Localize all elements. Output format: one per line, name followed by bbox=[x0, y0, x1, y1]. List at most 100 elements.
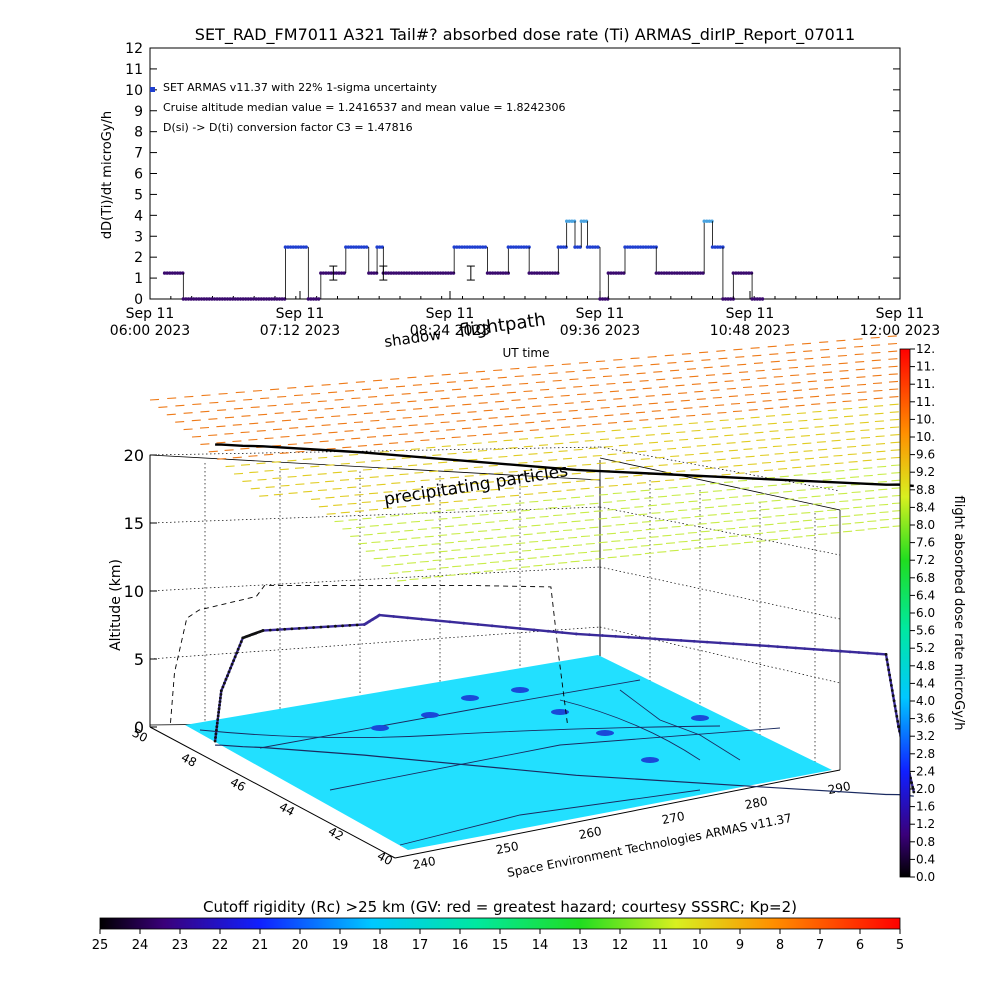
precip-dash bbox=[590, 478, 600, 481]
dose-colorbar-tick-label: 0.8 bbox=[916, 835, 935, 849]
precip-dash bbox=[593, 391, 603, 394]
flight-point bbox=[776, 645, 780, 649]
precip-dash bbox=[757, 377, 767, 380]
dose-xtick-label-time: 09:36 2023 bbox=[560, 323, 640, 339]
precip-dash bbox=[749, 517, 759, 520]
flight-point bbox=[224, 678, 228, 681]
precip-dash bbox=[498, 455, 508, 458]
dose-point bbox=[231, 297, 235, 301]
precip-dash bbox=[312, 433, 322, 435]
precip-dash bbox=[761, 461, 772, 464]
precip-dash bbox=[767, 484, 777, 487]
precip-dash bbox=[644, 497, 654, 499]
precip-dash bbox=[311, 392, 321, 395]
dose-point bbox=[346, 245, 351, 249]
flight-point bbox=[912, 790, 916, 794]
precip-dash bbox=[675, 533, 685, 536]
dose-colorbar-ticks: 0.00.40.81.21.62.02.42.83.23.64.04.44.85… bbox=[910, 342, 935, 884]
dose-point bbox=[275, 297, 279, 301]
precip-dash bbox=[733, 511, 744, 514]
dose-point bbox=[246, 297, 250, 301]
precip-dash bbox=[424, 422, 434, 425]
precip-dash bbox=[252, 389, 263, 392]
precip-dash bbox=[830, 432, 840, 434]
precip-dash bbox=[799, 504, 809, 507]
precip-dash bbox=[863, 474, 873, 477]
precip-dash bbox=[490, 393, 500, 395]
dose-point bbox=[755, 297, 759, 301]
precip-dash bbox=[792, 389, 802, 392]
precip-dash bbox=[660, 432, 671, 435]
dose-point bbox=[238, 297, 243, 301]
rigidity-colorbar-tick-label: 10 bbox=[692, 938, 709, 953]
precip-dash bbox=[810, 487, 820, 490]
dose-colorbar-tick-label: 5.6 bbox=[916, 624, 935, 638]
grid-line bbox=[149, 566, 601, 592]
flight-point bbox=[420, 617, 424, 621]
precip-dash bbox=[338, 382, 348, 385]
precip-dash bbox=[383, 491, 393, 493]
precip-dash bbox=[561, 426, 571, 429]
precip-dash bbox=[350, 535, 360, 537]
precip-dash bbox=[831, 439, 841, 442]
precip-dash bbox=[871, 351, 881, 354]
dose-point bbox=[747, 271, 751, 275]
precip-dash bbox=[630, 357, 640, 360]
precip-dash bbox=[751, 525, 761, 527]
precip-dash bbox=[394, 563, 404, 566]
precip-dash bbox=[418, 544, 428, 547]
precip-dash bbox=[556, 387, 566, 390]
precip-dash bbox=[689, 375, 699, 378]
precip-dash bbox=[404, 513, 414, 516]
precip-dash bbox=[793, 536, 803, 538]
ground-feature bbox=[511, 687, 529, 693]
precip-dash bbox=[836, 477, 846, 480]
precip-dash bbox=[396, 409, 406, 412]
flight-point bbox=[239, 640, 243, 644]
flight-point bbox=[406, 616, 409, 620]
precip-dash bbox=[694, 390, 704, 393]
precip-dash bbox=[773, 507, 783, 509]
dose-point bbox=[636, 245, 640, 249]
flight-point bbox=[227, 670, 231, 674]
precip-dash bbox=[249, 422, 259, 425]
precip-dash bbox=[561, 505, 571, 508]
precip-dash bbox=[603, 445, 613, 448]
dose-point bbox=[405, 271, 409, 275]
rigidity-colorbar-bar bbox=[99, 917, 901, 930]
precip-dash bbox=[504, 415, 514, 418]
precip-dash bbox=[644, 552, 654, 555]
precip-dash bbox=[560, 545, 570, 548]
precip-dash bbox=[256, 462, 266, 465]
precip-dash bbox=[518, 485, 529, 488]
precip-dash bbox=[568, 409, 578, 412]
precip-dash bbox=[827, 509, 837, 512]
dose-point bbox=[504, 271, 508, 275]
precip-dash bbox=[490, 545, 500, 547]
precip-dash bbox=[461, 427, 472, 430]
precip-dash bbox=[361, 485, 371, 487]
precip-dash bbox=[485, 385, 495, 388]
precip-dash bbox=[842, 400, 852, 403]
precip-dash bbox=[216, 425, 226, 428]
precip-dash bbox=[461, 491, 471, 494]
precip-dash bbox=[760, 454, 770, 457]
precip-dash bbox=[487, 505, 497, 507]
precip-dash bbox=[756, 439, 766, 441]
precip-dash bbox=[875, 435, 885, 438]
precip-dash bbox=[397, 538, 408, 541]
grid-line bbox=[149, 506, 601, 524]
flight-point bbox=[216, 718, 220, 721]
precip-dash bbox=[790, 459, 800, 461]
precip-dash bbox=[779, 529, 789, 532]
precip-dash bbox=[470, 482, 480, 485]
precip-dash bbox=[839, 370, 849, 372]
dose-point bbox=[168, 271, 172, 275]
precip-dash bbox=[818, 448, 828, 451]
dose-point bbox=[455, 245, 459, 249]
precip-dash bbox=[545, 563, 555, 566]
precip-dash bbox=[412, 553, 422, 556]
precip-dash bbox=[737, 425, 747, 428]
rigidity-colorbar-tick-label: 7 bbox=[816, 938, 824, 953]
precip-dash bbox=[397, 489, 408, 492]
